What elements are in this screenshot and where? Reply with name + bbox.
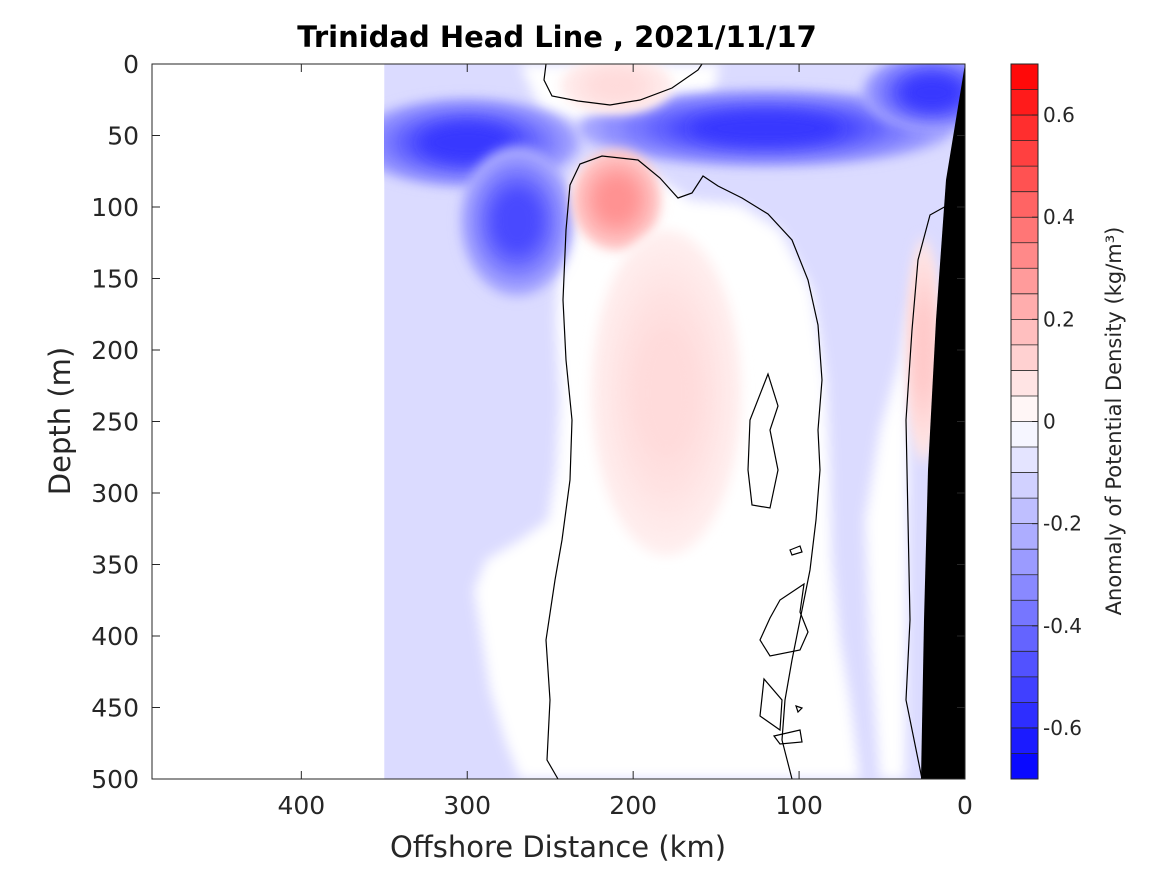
anomaly-blob-2-level-5	[690, 113, 841, 144]
colorbar-level	[1011, 395, 1038, 422]
colorbar-tick-label: 0	[1043, 410, 1056, 434]
x-axis-ticks: 400 300 200 100 0	[277, 64, 973, 820]
colorbar-tick-label: 0.6	[1043, 103, 1075, 127]
anomaly-blob-5-level-5	[594, 74, 640, 97]
anomaly-blob-4-level-5	[599, 179, 635, 220]
colorbar-ticks: 0.6 0.4 0.2 0 -0.2 -0.4 -0.6	[1032, 103, 1082, 740]
zero-contours	[543, 64, 949, 779]
colorbar-level	[1011, 89, 1038, 116]
colorbar-label: Anomaly of Potential Density (kg/m³)	[1102, 227, 1126, 616]
y-tick-label: 50	[107, 122, 139, 151]
anomaly-field	[384, 64, 965, 779]
bathymetry-fill	[921, 64, 965, 779]
x-axis-label: Offshore Distance (km)	[390, 830, 726, 864]
colorbar-level	[1011, 600, 1038, 627]
y-tick-label: 350	[91, 551, 139, 580]
anomaly-blob-3-level-5	[904, 77, 960, 108]
x-tick-label: 300	[443, 791, 491, 820]
y-tick-label: 100	[91, 193, 139, 222]
colorbar-level	[1011, 676, 1038, 703]
y-axis-label: Depth (m)	[43, 347, 77, 495]
y-tick-label: 300	[91, 479, 139, 508]
colorbar-tick-label: -0.6	[1043, 716, 1082, 740]
zero-contour-small-2	[795, 705, 804, 714]
zero-contour-ridge	[747, 372, 779, 509]
field-zero-nearshore	[865, 300, 910, 779]
x-tick-label: 200	[609, 791, 657, 820]
colorbar-level	[1011, 702, 1038, 729]
y-tick-label: 500	[91, 765, 139, 794]
anomaly-blob-0-level-5	[422, 125, 513, 161]
anomaly-blob-7-level-5	[917, 305, 930, 395]
chart-title: Trinidad Head Line , 2021/11/17	[297, 20, 817, 54]
y-tick-label: 0	[123, 50, 139, 79]
zero-contour-patch-2	[772, 729, 803, 745]
y-tick-label: 400	[91, 622, 139, 651]
colorbar-level	[1011, 242, 1038, 269]
x-tick-label: 100	[775, 791, 823, 820]
colorbar-level	[1011, 625, 1038, 652]
colorbar-level	[1011, 574, 1038, 601]
colorbar-level	[1011, 140, 1038, 167]
x-tick-label: 0	[957, 791, 973, 820]
zero-contour-nearshore	[905, 204, 949, 779]
colorbar-level	[1011, 268, 1038, 295]
y-tick-label: 250	[91, 408, 139, 437]
colorbar-level	[1011, 727, 1038, 754]
y-tick-label: 200	[91, 336, 139, 365]
colorbar-level	[1011, 319, 1038, 346]
colorbar-level	[1011, 293, 1038, 320]
y-tick-label: 450	[91, 694, 139, 723]
colorbar-level	[1011, 166, 1038, 193]
colorbar-tick-label: 0.4	[1043, 205, 1075, 229]
colorbar-level	[1011, 344, 1038, 371]
colorbar-level	[1011, 115, 1038, 142]
zero-contour-small	[789, 545, 803, 556]
y-tick-label: 150	[91, 265, 139, 294]
colorbar-tick-label: 0.2	[1043, 307, 1075, 331]
zero-contour-patch	[759, 677, 783, 732]
colorbar-level	[1011, 191, 1038, 218]
colorbar-tick-label: -0.4	[1043, 614, 1082, 638]
colorbar-level	[1011, 651, 1038, 678]
colorbar-level	[1011, 447, 1038, 474]
colorbar-tick-label: -0.2	[1043, 512, 1082, 536]
x-tick-label: 400	[277, 791, 325, 820]
zero-contour-shallow	[759, 582, 809, 657]
colorbar-level	[1011, 421, 1038, 448]
colorbar-level	[1011, 498, 1038, 525]
colorbar-level	[1011, 370, 1038, 397]
colorbar-level	[1011, 753, 1038, 780]
colorbar-level	[1011, 217, 1038, 244]
colorbar-level	[1011, 64, 1038, 91]
colorbar-level	[1011, 523, 1038, 550]
anomaly-blob-1-level-5	[494, 191, 540, 252]
colorbar-level	[1011, 472, 1038, 499]
colorbar	[1011, 63, 1038, 780]
zero-contour-main	[545, 155, 823, 779]
y-axis-ticks: 0 50 100 150 200 250 300 350 400 450 500	[91, 50, 965, 794]
zero-contour-upper	[543, 64, 703, 106]
anomaly-blob-6-level-5	[636, 327, 697, 458]
colorbar-level	[1011, 549, 1038, 576]
